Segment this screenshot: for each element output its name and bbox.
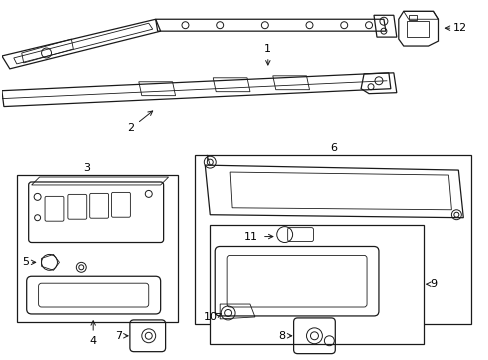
Text: 3: 3 bbox=[82, 163, 89, 173]
Text: 12: 12 bbox=[451, 23, 466, 33]
Bar bbox=[406, 21, 427, 37]
Bar bbox=[210, 225, 423, 344]
Bar bbox=[408, 15, 416, 20]
Text: 4: 4 bbox=[89, 321, 97, 346]
Bar bbox=[17, 175, 177, 322]
Text: 9: 9 bbox=[429, 279, 437, 289]
Text: 2: 2 bbox=[127, 111, 152, 134]
Text: 10: 10 bbox=[204, 312, 218, 322]
Text: 7: 7 bbox=[115, 331, 122, 341]
Text: 8: 8 bbox=[278, 331, 285, 341]
Text: 11: 11 bbox=[244, 231, 257, 242]
Text: 1: 1 bbox=[264, 44, 271, 65]
Bar bbox=[195, 155, 470, 324]
Text: 5: 5 bbox=[22, 257, 30, 267]
Text: 6: 6 bbox=[329, 143, 336, 153]
